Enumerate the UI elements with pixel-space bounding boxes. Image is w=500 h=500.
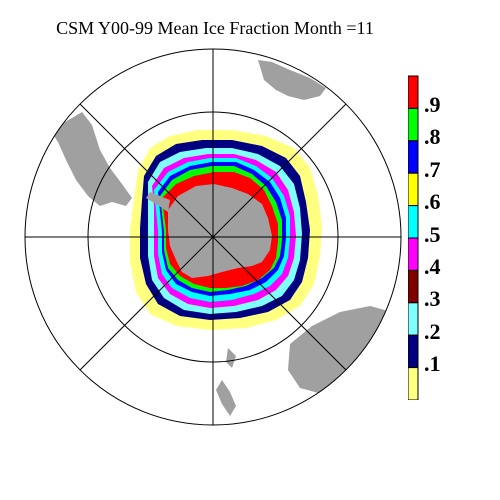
legend-label: .5 — [424, 221, 441, 247]
legend-label: .4 — [424, 254, 441, 279]
legend-label: .2 — [424, 318, 441, 344]
legend-label: .6 — [424, 189, 441, 215]
legend-label: .7 — [424, 156, 441, 182]
new-zealand-north-island — [226, 348, 236, 368]
legend-swatch — [407, 75, 419, 109]
africa-landmass — [258, 60, 326, 100]
legend-swatch — [407, 237, 419, 271]
legend-label: .1 — [424, 351, 441, 377]
legend-swatch — [407, 140, 419, 174]
map-boundary — [24, 48, 402, 426]
antarctic-peninsula — [146, 192, 170, 212]
legend-label: .8 — [424, 124, 441, 150]
map-title: CSM Y00-99 Mean Ice Fraction Month =11 — [56, 18, 374, 38]
legend-swatch — [407, 172, 419, 207]
graticule — [25, 49, 401, 425]
legend-swatch — [407, 302, 419, 336]
legend-swatch — [407, 367, 419, 401]
legend-label: .3 — [424, 286, 441, 312]
legend-color-bar — [407, 75, 419, 401]
legend-swatch — [407, 334, 419, 369]
color-legend: .9 .8 .7 .6 .5 .4 .3 .2 .1 — [407, 74, 488, 401]
legend-swatch — [407, 269, 419, 304]
south-america-landmass — [50, 112, 132, 206]
legend-swatch — [407, 107, 419, 142]
antarctica-landmass — [168, 184, 272, 278]
new-zealand-landmass — [216, 380, 236, 416]
legend-label: .9 — [424, 92, 441, 117]
legend-swatch — [407, 205, 419, 239]
